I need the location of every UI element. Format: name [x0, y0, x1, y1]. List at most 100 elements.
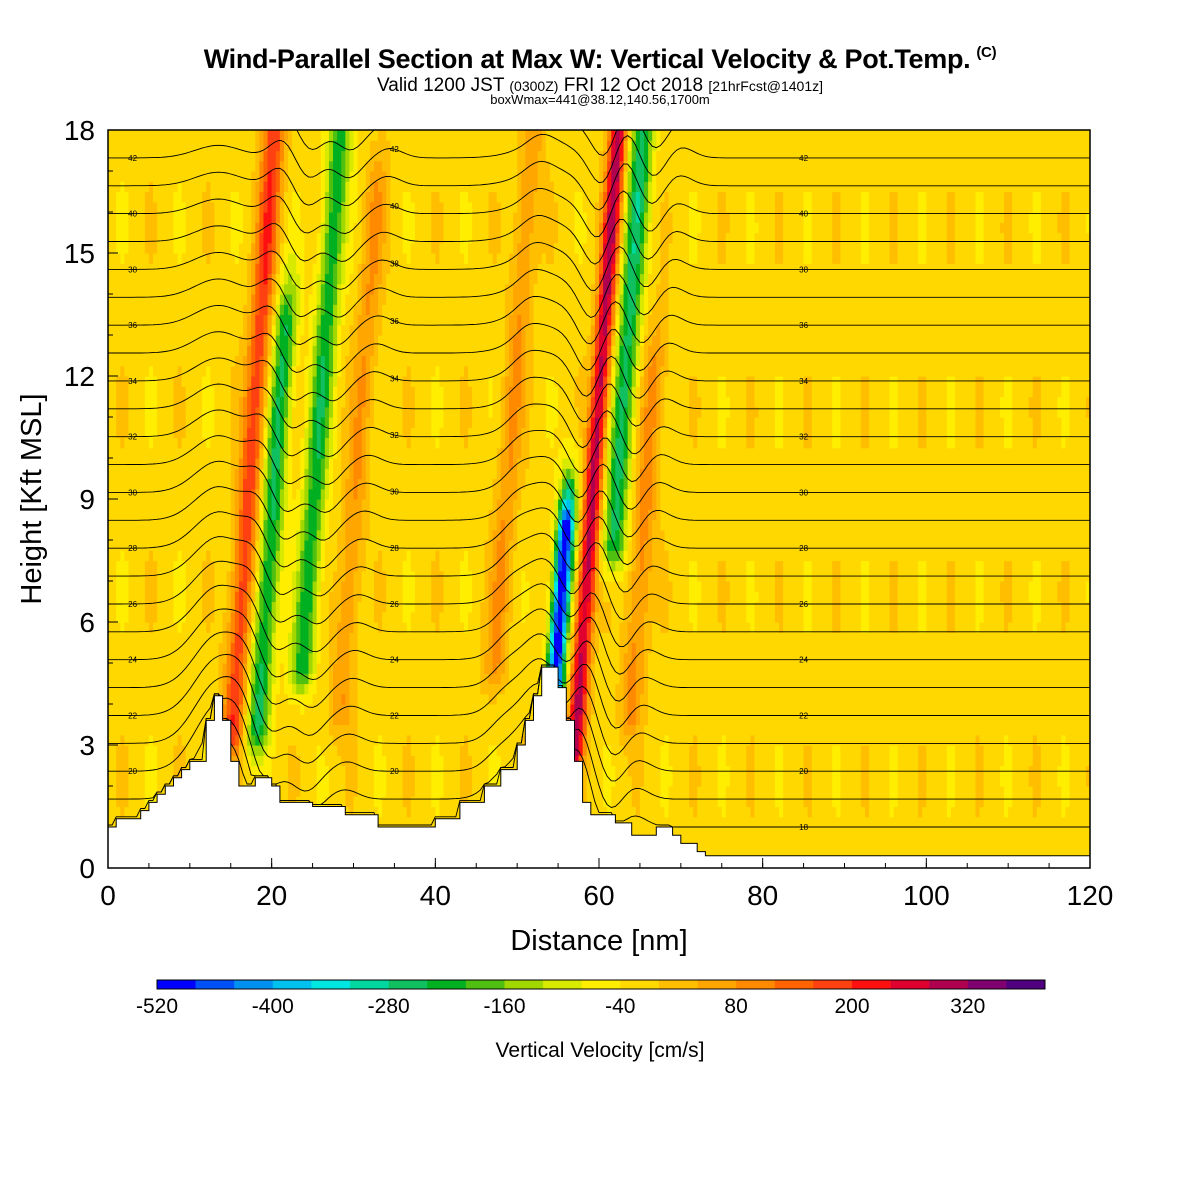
velocity-cell [279, 529, 285, 572]
velocity-cell [247, 253, 252, 316]
isentrope-label: 20 [128, 767, 137, 776]
isentrope-label: 32 [128, 433, 137, 442]
velocity-cell [451, 130, 457, 868]
velocity-cell [296, 673, 301, 685]
velocity-cell [353, 499, 359, 572]
y-tick-label: 15 [64, 238, 95, 269]
isentrope-label: 18 [799, 823, 808, 832]
velocity-cell [566, 509, 571, 521]
x-tick-label: 60 [583, 880, 614, 911]
velocity-cell [1008, 806, 1013, 868]
y-tick-label: 6 [79, 607, 95, 638]
velocity-cell [234, 745, 240, 756]
velocity-cell [247, 601, 252, 633]
velocity-cell [856, 130, 862, 868]
isentrope-line [108, 130, 1090, 156]
velocity-cell [459, 560, 465, 623]
velocity-cell [599, 478, 604, 500]
velocity-cell [950, 632, 956, 746]
x-tick-label: 40 [420, 880, 451, 911]
velocity-cell [521, 427, 526, 490]
velocity-cell [950, 130, 956, 193]
velocity-cell [361, 130, 367, 193]
velocity-cell [574, 130, 580, 193]
velocity-cell [247, 581, 252, 603]
velocity-cell [578, 263, 584, 367]
velocity-cell [950, 745, 956, 808]
velocity-cell [574, 376, 580, 408]
velocity-cell [431, 560, 436, 623]
velocity-cell [664, 191, 670, 377]
velocity-cell [496, 130, 502, 203]
velocity-cell [627, 540, 633, 572]
velocity-cell [316, 232, 322, 275]
velocity-cell [1057, 396, 1062, 418]
velocity-cell [529, 130, 535, 234]
velocity-cell [488, 683, 494, 705]
velocity-cell [271, 406, 277, 449]
velocity-cell [586, 427, 592, 449]
isentrope-line [108, 664, 1090, 764]
velocity-cell [889, 560, 895, 633]
velocity-cell [979, 622, 985, 746]
velocity-cell [267, 355, 273, 377]
velocity-cell [586, 663, 592, 695]
velocity-cell [615, 314, 621, 336]
velocity-cell [832, 130, 837, 193]
velocity-cell [320, 540, 326, 582]
velocity-cell [832, 263, 837, 377]
velocity-cell [173, 253, 179, 377]
velocity-cell [202, 622, 207, 746]
velocity-cell [406, 263, 412, 367]
velocity-cell [431, 253, 436, 377]
velocity-cell [668, 212, 674, 244]
velocity-cell [463, 263, 469, 367]
velocity-cell [570, 601, 576, 623]
velocity-cell [1061, 263, 1067, 377]
velocity-cell [721, 560, 727, 633]
velocity-cell [627, 222, 633, 254]
velocity-cell [177, 447, 183, 551]
velocity-cell [255, 263, 260, 316]
velocity-cell [779, 191, 784, 264]
velocity-cell [717, 447, 723, 562]
velocity-cell [570, 130, 576, 439]
velocity-cell [779, 816, 784, 868]
velocity-cell [263, 745, 269, 756]
velocity-cell [533, 191, 539, 285]
velocity-cell [1057, 601, 1062, 767]
velocity-cell [803, 447, 809, 562]
velocity-cell [361, 355, 367, 408]
velocity-cell [255, 458, 260, 490]
velocity-cell [582, 734, 588, 756]
velocity-cell [635, 386, 641, 428]
velocity-cell [308, 437, 314, 490]
velocity-cell [864, 376, 870, 449]
velocity-cell [533, 130, 539, 193]
velocity-cell [288, 314, 293, 336]
velocity-cell [623, 171, 629, 193]
velocity-cell [271, 447, 277, 521]
velocity-cell [341, 581, 346, 695]
velocity-cell [341, 242, 346, 285]
velocity-cell [603, 632, 608, 746]
velocity-cell [582, 242, 588, 357]
velocity-cell [1069, 130, 1075, 868]
velocity-cell [999, 765, 1005, 787]
velocity-cell [259, 447, 265, 469]
velocity-cell [328, 509, 334, 592]
velocity-cell [230, 673, 236, 715]
velocity-cell [1085, 581, 1090, 603]
velocity-cell [586, 130, 592, 336]
velocity-cell [320, 417, 326, 459]
velocity-cell [599, 191, 604, 223]
velocity-cell [304, 683, 310, 695]
velocity-cell [537, 150, 543, 264]
velocity-cell [594, 488, 600, 510]
velocity-cell [619, 622, 625, 746]
velocity-cell [697, 232, 702, 398]
velocity-cell [369, 130, 375, 141]
velocity-cell [316, 355, 322, 398]
velocity-cell [353, 355, 359, 418]
